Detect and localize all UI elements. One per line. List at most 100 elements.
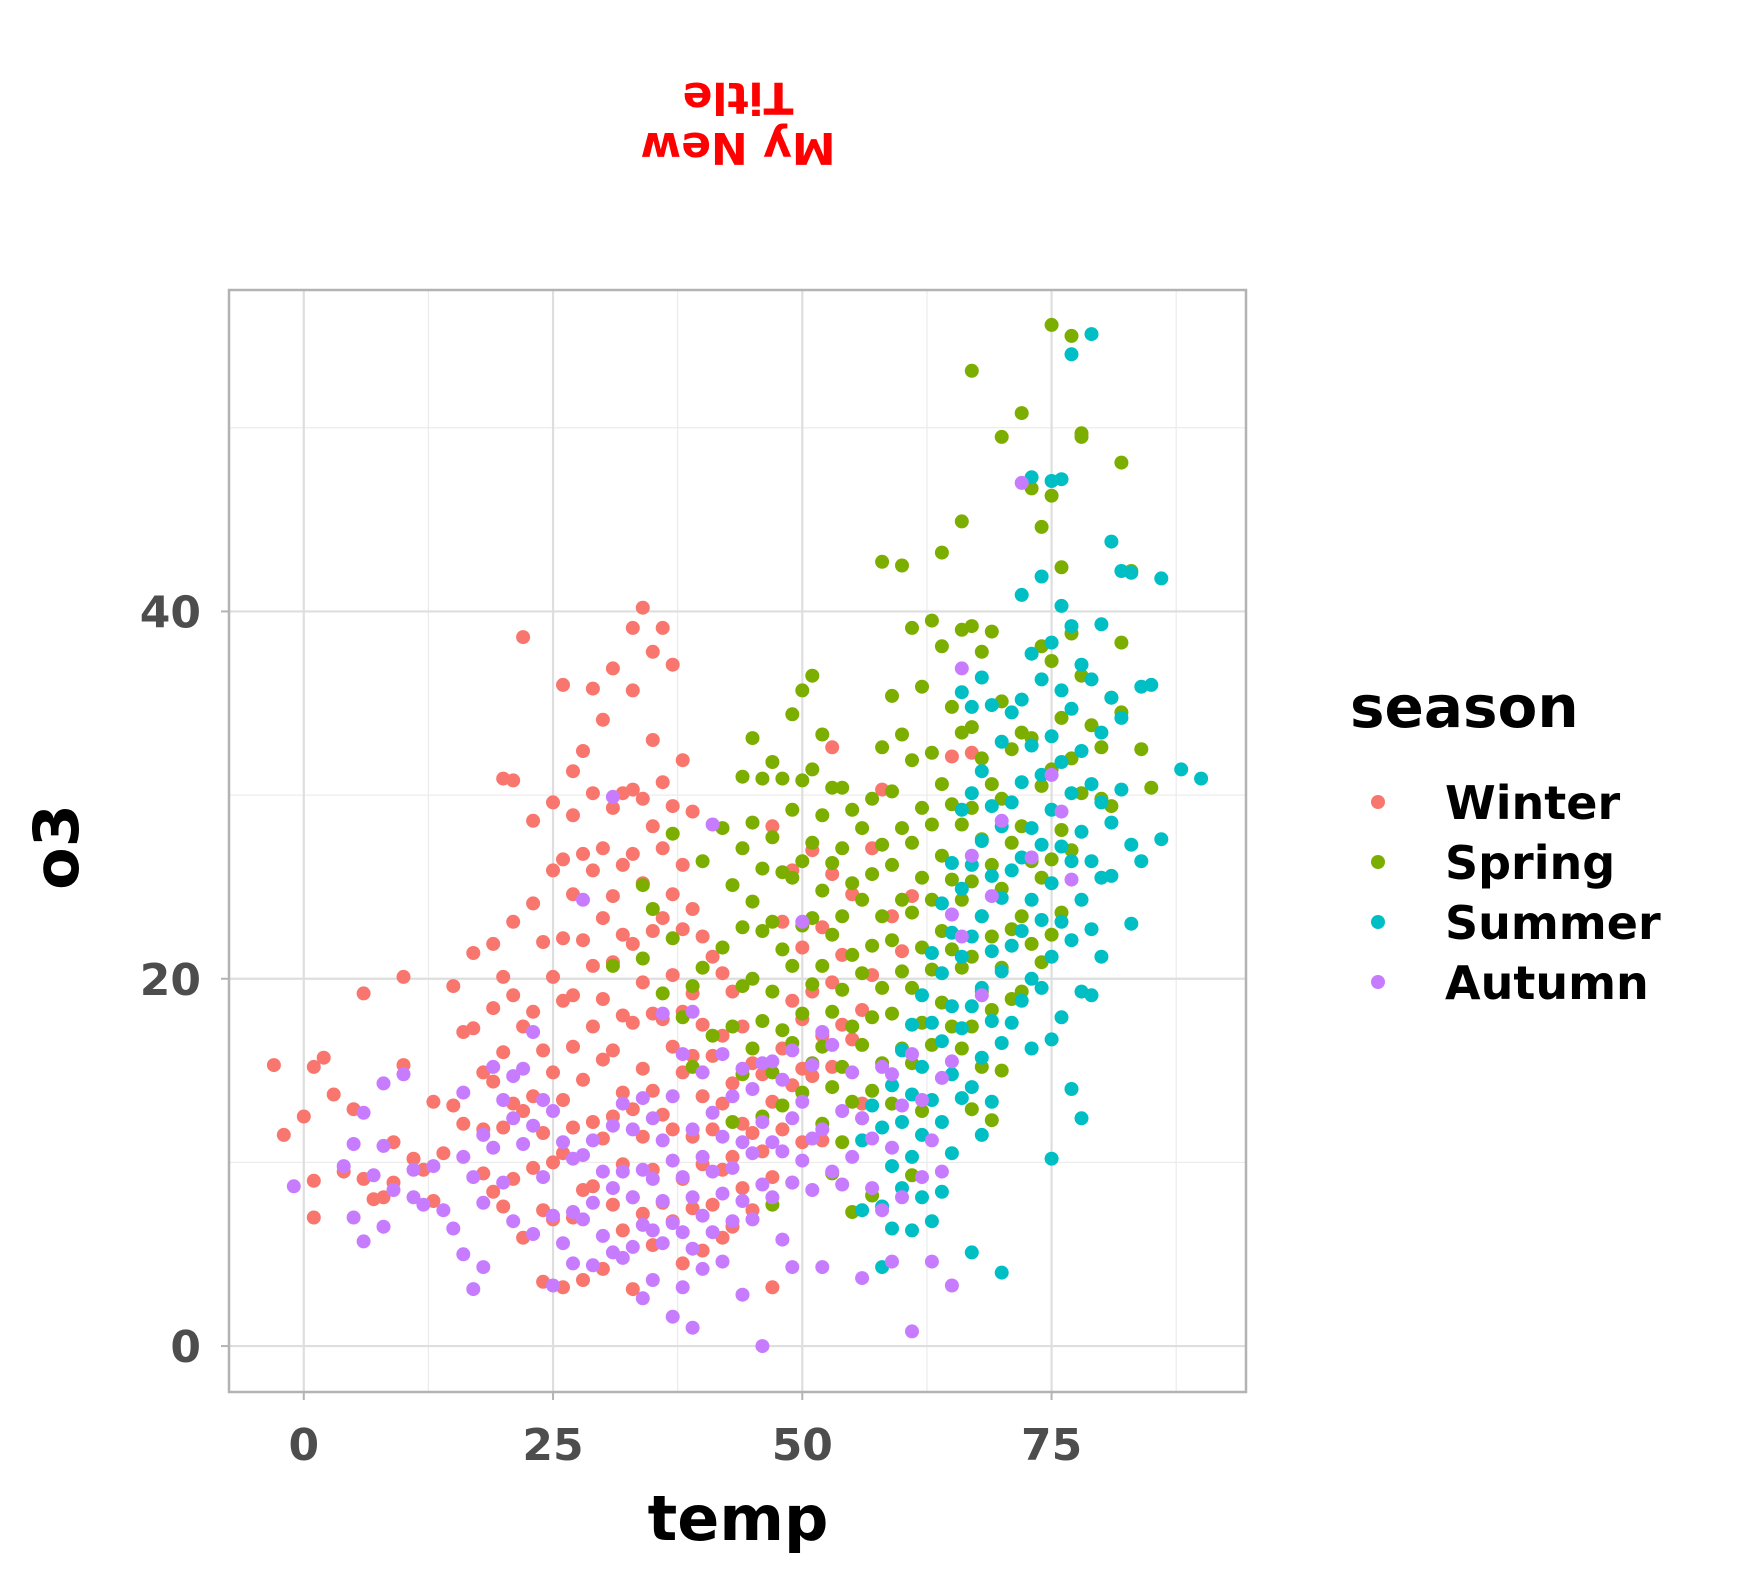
data-point xyxy=(964,1080,979,1095)
data-point xyxy=(944,749,959,764)
data-point xyxy=(1024,971,1039,986)
data-point xyxy=(885,1221,899,1236)
data-point xyxy=(745,1126,760,1140)
data-point xyxy=(705,1105,720,1120)
data-point xyxy=(745,815,760,830)
data-point xyxy=(576,933,590,948)
data-point xyxy=(1034,913,1049,927)
data-point xyxy=(426,1094,441,1109)
data-point xyxy=(645,819,660,834)
data-point xyxy=(715,1028,730,1043)
data-point xyxy=(585,1195,600,1210)
data-point xyxy=(934,777,949,792)
series-autumn xyxy=(286,475,1079,1354)
data-point xyxy=(576,1212,590,1227)
data-point xyxy=(1124,916,1139,931)
data-point xyxy=(815,808,830,823)
data-point xyxy=(1024,821,1039,836)
data-point xyxy=(446,1221,461,1236)
y-axis-ticks: 0 20 40 xyxy=(140,587,229,1373)
data-point xyxy=(1194,771,1209,786)
data-point xyxy=(954,802,969,817)
data-point xyxy=(1064,619,1079,634)
data-point xyxy=(755,1115,770,1129)
data-point xyxy=(1064,701,1079,716)
data-point xyxy=(536,1043,551,1058)
data-point xyxy=(805,1058,820,1073)
data-point xyxy=(446,979,461,994)
data-point xyxy=(905,1324,919,1339)
legend-label-autumn: Autumn xyxy=(1445,956,1649,1010)
data-point xyxy=(994,964,1009,979)
data-point xyxy=(875,1059,890,1074)
data-point xyxy=(865,1131,880,1146)
data-point xyxy=(895,821,909,836)
data-point xyxy=(1074,1111,1089,1126)
data-point xyxy=(924,613,939,628)
data-point xyxy=(915,1104,929,1118)
data-point xyxy=(615,1008,630,1023)
data-point xyxy=(576,892,590,907)
data-point xyxy=(536,935,551,949)
data-point xyxy=(954,1021,969,1036)
data-point xyxy=(685,1122,700,1137)
data-point xyxy=(466,1170,481,1185)
data-point xyxy=(755,924,770,938)
data-point xyxy=(1094,617,1109,632)
data-point xyxy=(964,949,979,964)
data-point xyxy=(685,1201,700,1216)
data-point xyxy=(576,1072,590,1087)
data-point xyxy=(356,1105,371,1120)
data-point xyxy=(924,1093,939,1107)
data-point xyxy=(944,907,959,922)
data-point xyxy=(685,804,700,819)
data-point xyxy=(715,1047,730,1062)
data-point xyxy=(984,944,999,959)
data-point xyxy=(835,1177,850,1192)
data-point xyxy=(974,1127,989,1142)
legend-items: Winter Spring Summer Autumn xyxy=(1371,776,1661,1010)
data-point xyxy=(276,1127,291,1142)
data-point xyxy=(885,857,899,872)
data-point xyxy=(974,670,989,685)
data-point xyxy=(1084,922,1099,937)
data-point xyxy=(1044,876,1059,891)
data-point xyxy=(815,727,830,742)
data-point xyxy=(1064,872,1079,887)
data-point xyxy=(825,975,840,990)
data-point xyxy=(865,1083,880,1098)
data-point xyxy=(1064,328,1079,343)
data-point xyxy=(1064,347,1079,362)
data-point xyxy=(795,683,810,698)
data-point xyxy=(615,1250,630,1265)
data-point xyxy=(526,896,541,911)
data-point xyxy=(516,1137,531,1151)
data-point xyxy=(1074,824,1089,839)
data-point xyxy=(585,1133,600,1148)
data-point xyxy=(885,784,899,799)
data-point xyxy=(1084,777,1099,792)
data-point xyxy=(954,685,969,700)
data-point xyxy=(725,1160,740,1175)
data-point xyxy=(855,1003,870,1017)
data-point xyxy=(605,661,620,676)
data-point xyxy=(625,846,640,861)
data-point xyxy=(725,1115,740,1129)
data-point xyxy=(984,857,999,872)
data-point xyxy=(556,1135,570,1150)
data-point xyxy=(655,1133,670,1148)
data-point xyxy=(994,429,1009,444)
data-point xyxy=(376,1190,391,1205)
data-point xyxy=(655,1236,670,1251)
data-point xyxy=(665,1039,680,1054)
x-tick-label: 50 xyxy=(772,1420,833,1471)
data-point xyxy=(845,1065,860,1080)
data-point xyxy=(984,777,999,792)
data-point xyxy=(775,1023,790,1038)
data-point xyxy=(456,1247,471,1262)
data-point xyxy=(376,1076,391,1091)
data-point xyxy=(585,1179,600,1194)
data-point xyxy=(496,1120,511,1135)
data-point xyxy=(954,881,969,896)
data-point xyxy=(745,731,760,746)
